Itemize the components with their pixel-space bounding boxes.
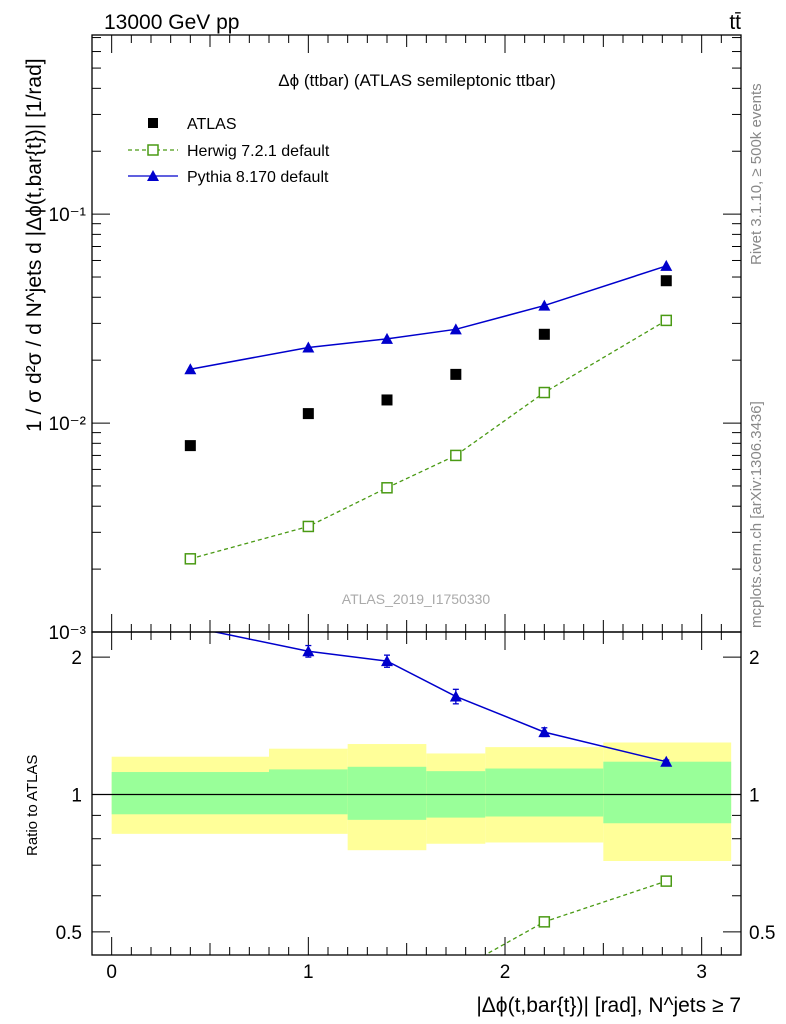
y-tick-label: 10⁻¹ [49,205,87,226]
stat-uncertainty-band [269,769,348,815]
atlas-point [450,368,462,380]
pythia-point [302,341,315,353]
herwig-point [538,386,551,399]
pythia-point [184,363,197,375]
legend-marker-pythia [147,170,159,181]
ratio-y-axis-label: Ratio to ATLAS [24,755,41,856]
process-label: tt̄ [729,11,741,34]
pythia-point [538,299,551,311]
pythia-ratio-point [381,655,393,667]
stat-uncertainty-band [347,766,427,820]
legend-label-atlas: ATLAS [187,116,237,133]
stat-uncertainty-band [111,772,270,815]
ratio-data-layer [211,632,673,991]
y-tick-label: 10⁻³ [49,623,87,644]
herwig-point [302,520,315,533]
pythia-ratio-line [211,632,667,763]
x-axis-label: |Δϕ(t,bar{t})| [rad], N^jets ≥ 7 [476,994,741,1017]
legend: ATLAS Herwig 7.2.1 default Pythia 8.170 … [128,116,330,186]
ratio-y-tick-label: 0.5 [56,923,82,944]
ratio-y-tick-label-right: 0.5 [749,923,775,944]
main-panel: 10⁻¹ 10⁻² 10⁻³ Δϕ (ttbar) (ATLAS semilepto… [23,34,742,644]
energy-label: 13000 GeV pp [104,11,239,34]
top-data-layer [184,259,673,565]
ratio-y-tick-label-right: 2 [749,648,760,669]
pythia-ratio-point [449,690,462,702]
legend-label-pythia: Pythia 8.170 default [187,169,329,186]
pythia-ratio-point [660,755,673,767]
herwig-point [450,449,462,462]
x-tick-label: 0 [106,962,117,983]
herwig-line [190,319,667,560]
herwig-point [381,482,393,494]
ratio-panel-frame [91,631,742,956]
watermark: ATLAS_2019_I1750330 [342,591,491,607]
herwig-ratio-point [451,966,461,976]
mcplots-label: mcplots.cern.ch [arXiv:1306.3436] [748,401,765,628]
herwig-ratio-point [382,981,392,991]
pythia-ratio-point [538,726,551,738]
herwig-ratio-point [538,916,551,928]
stat-uncertainty-band [485,768,604,817]
x-tick-label: 3 [696,962,707,983]
ratio-panel: 0.5 0.5 1 1 2 2 0 1 2 3 Ratio to ATLAS |Δϕ(t,bar{… [24,631,775,1017]
ratio-axis-ticks: 0.5 0.5 1 1 2 2 0 1 2 3 [56,632,775,983]
atlas-point [381,394,393,406]
pythia-point [660,259,673,271]
pythia-line [190,265,667,370]
pythia-point [381,332,393,344]
main-y-axis-label: 1 / σ d²σ / d N^jets d |Δϕ(t,bar{t})| [1… [23,58,46,432]
legend-marker-herwig [147,144,159,156]
rivet-label: Rivet 3.1.10, ≥ 500k events [748,83,765,265]
legend-item-atlas: ATLAS [148,116,237,133]
herwig-ratio-point [660,875,673,887]
pythia-point [449,323,462,335]
stat-uncertainty-band [603,761,732,824]
legend-marker-atlas [148,118,158,128]
ratio-bands-layer [92,742,741,862]
ratio-y-tick-label: 2 [71,648,82,669]
ratio-y-tick-label: 1 [71,786,82,807]
y-tick-label: 10⁻² [49,414,87,435]
atlas-point [660,275,672,287]
x-tick-label: 2 [500,962,511,983]
atlas-point [302,408,314,420]
legend-item-herwig: Herwig 7.2.1 default [128,143,330,160]
herwig-ratio-line [483,880,667,955]
chart-title: Δϕ (ttbar) (ATLAS semileptonic ttbar) [278,71,556,90]
legend-label-herwig: Herwig 7.2.1 default [187,143,330,160]
atlas-point [538,328,550,340]
ratio-y-tick-label-right: 1 [749,786,760,807]
pythia-ratio-point [302,645,315,657]
atlas-point [184,440,196,452]
herwig-point [184,553,197,565]
x-tick-label: 1 [303,962,314,983]
legend-item-pythia: Pythia 8.170 default [128,169,329,186]
top-axis-ticks: 10⁻¹ 10⁻² 10⁻³ [49,35,741,644]
herwig-point [660,314,673,327]
